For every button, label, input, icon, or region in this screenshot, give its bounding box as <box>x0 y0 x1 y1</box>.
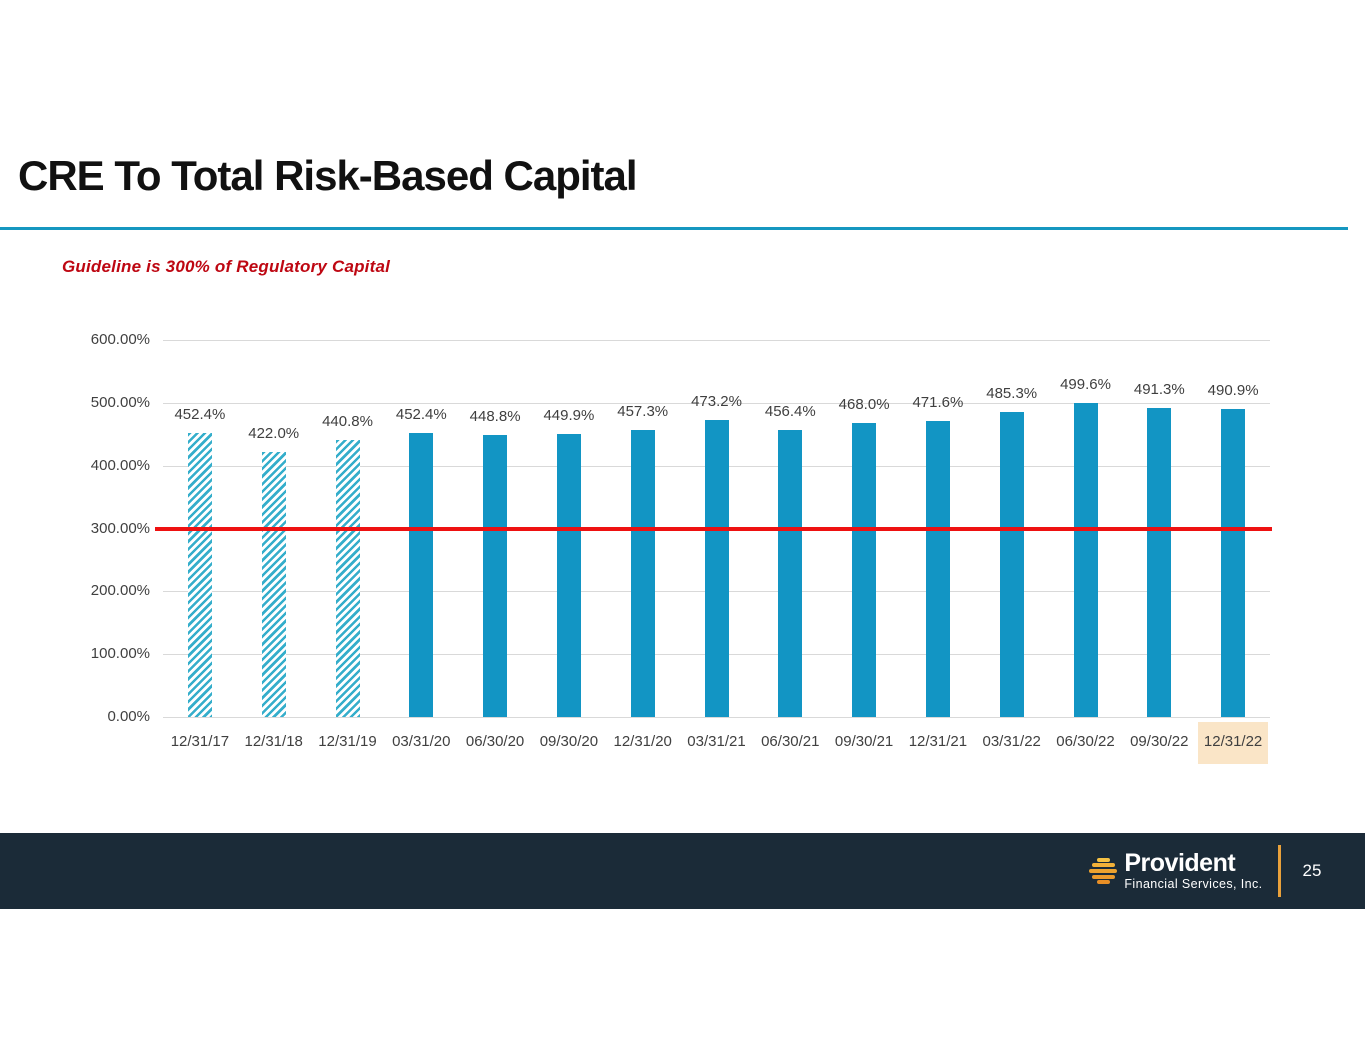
page-title: CRE To Total Risk-Based Capital <box>18 152 638 199</box>
bar-solid <box>704 419 729 717</box>
logo-stripe <box>1091 863 1115 868</box>
y-axis-label: 0.00% <box>107 708 150 725</box>
bar-value-label: 452.4% <box>174 405 226 423</box>
x-axis-label: 06/30/20 <box>465 733 525 750</box>
y-axis-label: 500.00% <box>90 393 150 411</box>
bar-value-label: 457.3% <box>617 402 669 420</box>
logo-stripe <box>1089 869 1118 873</box>
bar-solid <box>630 429 655 717</box>
title-divider <box>0 227 1348 230</box>
gridline <box>163 402 1270 404</box>
brand-tagline: Financial Services, Inc. <box>1124 877 1263 892</box>
footer-bar: Provident Financial Services, Inc. 25 <box>0 833 1365 909</box>
cre-capital-chart: 0.00% 100.00% 200.00% 300.00% 400.00% 500.00%… <box>90 331 1272 764</box>
bar-solid <box>778 430 803 717</box>
bar-hatched <box>261 451 286 717</box>
bar-hatched <box>335 440 360 717</box>
footer-separator <box>1277 845 1281 897</box>
logo-stripe <box>1091 874 1115 879</box>
y-axis-label: 400.00% <box>90 456 150 474</box>
bar-solid <box>1147 408 1172 717</box>
bar-solid <box>483 435 508 717</box>
x-axis-label: 09/30/20 <box>539 733 599 750</box>
bar-value-label: 499.6% <box>1060 376 1111 394</box>
guideline-note: Guideline is 300% of Regulatory Capital <box>62 257 391 276</box>
bar-solid <box>1073 403 1098 717</box>
provident-beehive-icon <box>1089 857 1118 885</box>
bar-value-label: 422.0% <box>248 424 300 442</box>
guideline-300-line <box>155 526 1272 531</box>
x-axis-label: 09/30/21 <box>834 733 894 750</box>
x-axis-label: 03/31/20 <box>392 733 451 750</box>
provident-logo-text: Provident Financial Services, Inc. <box>1124 851 1262 891</box>
bar-value-label: 490.9% <box>1207 381 1259 399</box>
bar-value-label: 449.9% <box>543 407 595 425</box>
bar-value-label: 456.4% <box>764 403 816 421</box>
x-axis-label: 12/31/22 <box>1203 733 1263 750</box>
bar-value-label: 491.3% <box>1133 381 1185 399</box>
bar-value-label: 485.3% <box>986 385 1038 403</box>
page-number: 25 <box>1302 861 1322 880</box>
bar-solid <box>556 434 581 717</box>
x-axis-label: 03/31/21 <box>687 733 746 750</box>
bar-value-label: 448.8% <box>469 408 521 425</box>
y-axis-label: 300.00% <box>90 519 150 537</box>
gridline <box>163 717 1270 718</box>
provident-logo: Provident Financial Services, Inc. <box>1089 851 1262 891</box>
logo-stripe <box>1096 880 1110 885</box>
bar-solid <box>409 432 434 717</box>
brand-name: Provident <box>1124 849 1236 878</box>
bar-hatched <box>187 432 212 717</box>
x-axis-label: 12/31/17 <box>170 733 230 750</box>
bar-value-label: 473.2% <box>691 392 742 410</box>
bar-solid <box>852 422 877 717</box>
x-axis-label: 03/31/22 <box>982 733 1041 750</box>
x-axis-label: 12/31/19 <box>318 733 377 750</box>
x-axis-label: 06/30/21 <box>761 733 820 750</box>
x-axis-label: 09/30/22 <box>1130 733 1189 750</box>
bar-value-label: 440.8% <box>322 413 373 431</box>
bar-value-label: 471.6% <box>912 393 964 411</box>
x-axis-label: 12/31/21 <box>908 733 968 750</box>
y-axis-label: 100.00% <box>90 645 150 663</box>
x-axis-label: 12/31/20 <box>613 733 672 750</box>
bar-solid <box>925 420 950 717</box>
bar-value-label: 468.0% <box>838 395 890 413</box>
x-axis-label: 12/31/18 <box>244 733 303 750</box>
highlighted-category-background <box>1198 722 1269 764</box>
y-axis-label: 600.00% <box>90 331 150 348</box>
gridline <box>163 340 1270 341</box>
x-axis-label: 06/30/22 <box>1056 733 1115 750</box>
y-axis-label: 200.00% <box>90 582 150 600</box>
bar-value-label: 452.4% <box>395 405 447 423</box>
logo-stripe <box>1096 857 1110 862</box>
bar-solid <box>999 412 1024 717</box>
bar-solid <box>1221 408 1246 717</box>
